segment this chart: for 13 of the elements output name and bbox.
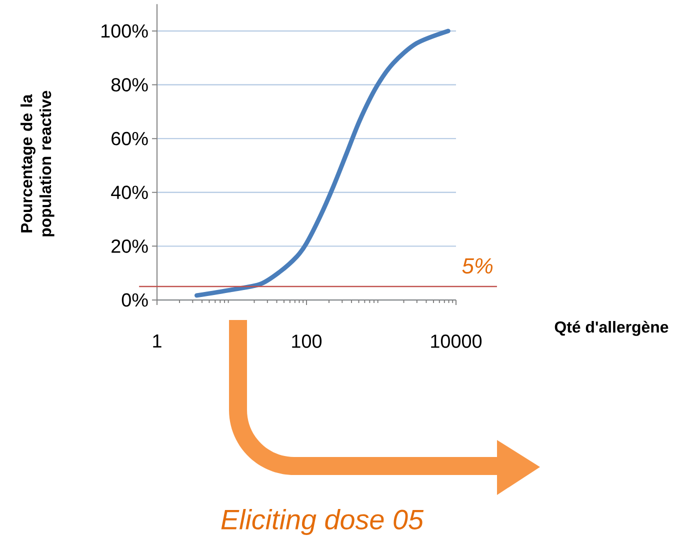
ref-line-label: 5% — [462, 258, 492, 274]
y-tick-label: 60% — [112, 132, 148, 146]
y-axis-title: Pourcentage de la population reactive — [20, 90, 54, 236]
x-axis-title: Qté d'allergène — [554, 320, 668, 336]
x-tick-label: 10000 — [431, 334, 482, 348]
y-tick-label: 40% — [111, 186, 148, 200]
text: Eliciting dose 05 — [221, 508, 424, 535]
y-tick-label: 0% — [122, 293, 148, 307]
x-tick-label: 1 — [153, 334, 162, 348]
y-tick-label: 100% — [102, 24, 148, 38]
y-tick-label: 80% — [111, 78, 148, 92]
y-tick-label: 20% — [112, 239, 148, 253]
x-tick-label: 100 — [292, 334, 322, 348]
